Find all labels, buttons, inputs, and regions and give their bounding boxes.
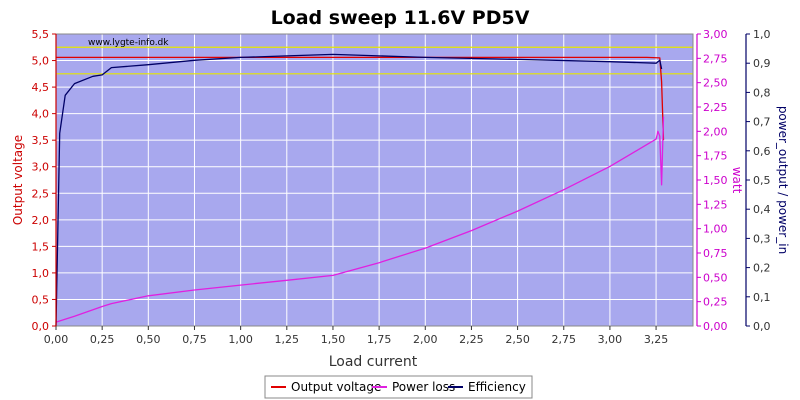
y-left-tick-label-7: 3,5 bbox=[32, 134, 50, 147]
x-tick-label-8: 2,00 bbox=[413, 333, 438, 346]
legend-box bbox=[264, 375, 533, 399]
series-line-efficiency bbox=[55, 53, 663, 327]
x-tick-label-1: 0,25 bbox=[90, 333, 115, 346]
y-left-tick-label-5: 2,5 bbox=[32, 187, 50, 200]
x-tick-label-13: 3,25 bbox=[644, 333, 669, 346]
y-right-watt-tick-label-11: 2,75 bbox=[703, 52, 728, 65]
x-tick-label-10: 2,50 bbox=[505, 333, 530, 346]
x-axis-label: Load current bbox=[329, 354, 418, 370]
y-right-watt-tick-label-8: 2,00 bbox=[703, 125, 728, 138]
y-left-tick-label-9: 4,5 bbox=[32, 81, 50, 94]
y-right-watt-tick-label-2: 0,50 bbox=[703, 271, 728, 284]
y-right-efficiency-tick-label-9: 0,9 bbox=[753, 57, 771, 70]
y-right-watt-tick-label-10: 2,50 bbox=[703, 77, 728, 90]
y-right-efficiency-tick-label-10: 1,0 bbox=[753, 28, 771, 41]
legend: Output voltage Power loss Efficiency bbox=[264, 375, 533, 399]
y-left-tick-label-3: 1,5 bbox=[32, 240, 50, 253]
y-right-watt-tick-label-12: 3,00 bbox=[703, 28, 728, 41]
x-tick-label-0: 0,00 bbox=[44, 333, 69, 346]
y-left-tick-label-11: 5,5 bbox=[32, 28, 50, 41]
y-right-efficiency-tick-label-5: 0,5 bbox=[753, 174, 771, 187]
y-right-efficiency-tick-label-4: 0,4 bbox=[753, 203, 771, 216]
x-tick-label-5: 1,25 bbox=[275, 333, 300, 346]
y-left-tick-label-1: 0,5 bbox=[32, 293, 50, 306]
x-tick-label-3: 0,75 bbox=[182, 333, 207, 346]
x-tick-label-9: 2,25 bbox=[459, 333, 484, 346]
x-tick-label-12: 3,00 bbox=[598, 333, 623, 346]
y-right-watt-tick-label-0: 0,00 bbox=[703, 320, 728, 333]
y-right-efficiency-tick-label-7: 0,7 bbox=[753, 116, 771, 129]
x-tick-label-7: 1,75 bbox=[367, 333, 392, 346]
x-tick-label-11: 2,75 bbox=[552, 333, 577, 346]
x-tick-label-6: 1,50 bbox=[321, 333, 346, 346]
y-right-efficiency-tick-label-0: 0,0 bbox=[753, 320, 771, 333]
y-right-efficiency-axis-label: power_output / power_in bbox=[776, 106, 790, 254]
y-right-watt-axis-label: watt bbox=[730, 167, 744, 194]
y-left-tick-label-0: 0,0 bbox=[32, 320, 50, 333]
legend-label-0: Output voltage bbox=[291, 380, 381, 394]
x-tick-label-2: 0,50 bbox=[136, 333, 161, 346]
y-right-watt-tick-label-1: 0,25 bbox=[703, 296, 728, 309]
y-left-tick-label-8: 4,0 bbox=[32, 108, 50, 121]
y-right-watt-tick-label-5: 1,25 bbox=[703, 198, 728, 211]
series-line-power-loss bbox=[55, 116, 665, 323]
y-right-watt-tick-label-6: 1,50 bbox=[703, 174, 728, 187]
chart-title: Load sweep 11.6V PD5V bbox=[271, 7, 530, 29]
legend-label-1: Power loss bbox=[392, 380, 455, 394]
y-left-tick-label-4: 2,0 bbox=[32, 214, 50, 227]
plot-area bbox=[56, 34, 693, 326]
y-right-efficiency-tick-label-1: 0,1 bbox=[753, 291, 771, 304]
y-right-efficiency-tick-label-3: 0,3 bbox=[753, 232, 771, 245]
y-right-efficiency-tick-label-6: 0,6 bbox=[753, 145, 771, 158]
y-left-axis-label: Output voltage bbox=[11, 135, 25, 225]
y-right-watt-tick-label-7: 1,75 bbox=[703, 150, 728, 163]
y-right-watt-tick-label-3: 0,75 bbox=[703, 247, 728, 260]
y-right-efficiency-tick-label-8: 0,8 bbox=[753, 86, 771, 99]
y-left-tick-label-6: 3,0 bbox=[32, 161, 50, 174]
watermark-text: www.lygte-info.dk bbox=[88, 38, 169, 48]
y-right-efficiency-tick-label-2: 0,2 bbox=[753, 262, 771, 275]
x-tick-label-4: 1,00 bbox=[228, 333, 253, 346]
y-left-tick-label-10: 5,0 bbox=[32, 55, 50, 68]
y-right-watt-tick-label-9: 2,25 bbox=[703, 101, 728, 114]
y-right-watt-tick-label-4: 1,00 bbox=[703, 223, 728, 236]
y-left-tick-label-2: 1,0 bbox=[32, 267, 50, 280]
legend-label-2: Efficiency bbox=[468, 380, 526, 394]
